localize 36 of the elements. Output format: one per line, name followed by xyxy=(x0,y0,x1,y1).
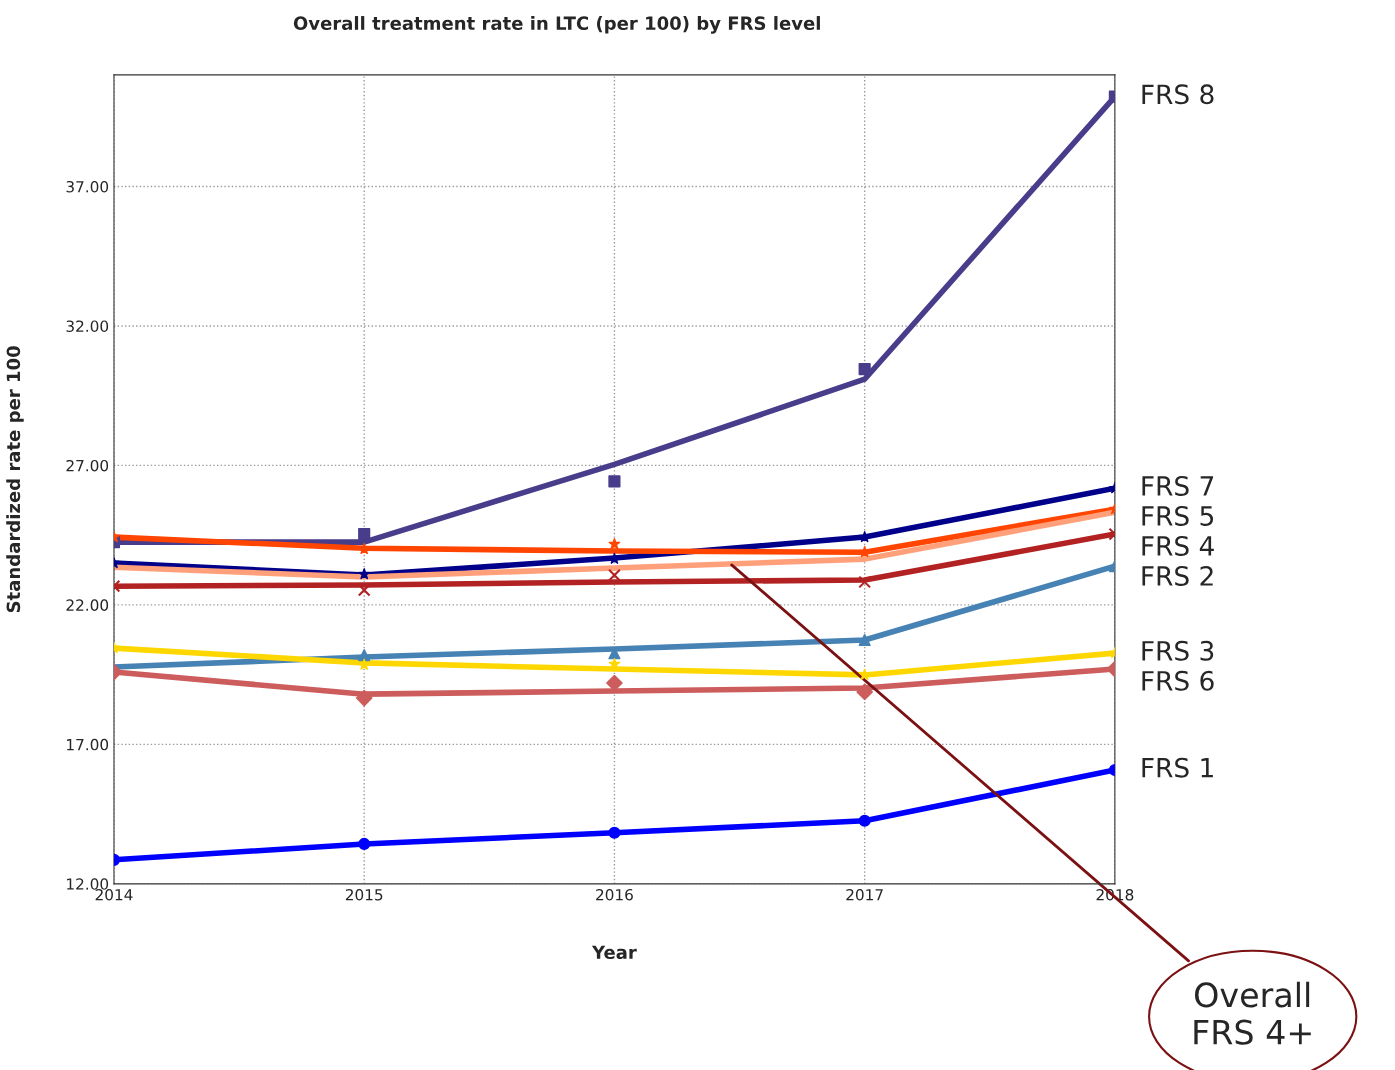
point xyxy=(358,837,371,851)
point xyxy=(358,527,371,541)
chart-title: Overall treatment rate in LTC (per 100) by FRS level xyxy=(293,16,820,34)
y-tick-label: 17.00 xyxy=(67,738,109,751)
point xyxy=(856,683,873,701)
y-tick-label: 37.00 xyxy=(66,180,109,193)
y-axis-title: Standardized rate per 100 xyxy=(6,346,24,613)
point xyxy=(355,689,373,707)
point xyxy=(358,568,371,580)
x-tick-label: 2017 xyxy=(846,888,883,901)
point xyxy=(858,575,872,589)
y-tick-label: 22.00 xyxy=(66,599,109,611)
series-label: FRS 7 xyxy=(1142,475,1214,496)
point xyxy=(858,363,871,376)
point xyxy=(608,475,621,488)
x-tick-label: 2015 xyxy=(345,888,383,901)
point xyxy=(358,649,371,662)
point xyxy=(608,826,621,839)
y-tick-label: 27.00 xyxy=(66,459,109,472)
series-label: FRS 8 xyxy=(1142,84,1214,105)
point xyxy=(608,537,621,550)
y-tick-label: 12.00 xyxy=(67,878,109,890)
x-tick-label: 2016 xyxy=(596,888,633,901)
series-label: FRS 6 xyxy=(1142,670,1214,691)
series-label: FRS 5 xyxy=(1142,505,1214,526)
series-label: FRS 3 xyxy=(1142,640,1214,661)
series-label: FRS 2 xyxy=(1142,565,1213,586)
y-tick-label: 32.00 xyxy=(66,320,109,332)
point xyxy=(858,633,871,647)
x-tick-label: 2014 xyxy=(95,888,133,901)
point xyxy=(858,814,871,827)
series-label: FRS 1 xyxy=(1142,757,1213,778)
x-axis-title: Year xyxy=(591,945,637,960)
point xyxy=(608,568,621,582)
series-label: FRS 4 xyxy=(1142,535,1214,556)
annotation: Overall FRS 4+ xyxy=(1194,981,1311,1045)
